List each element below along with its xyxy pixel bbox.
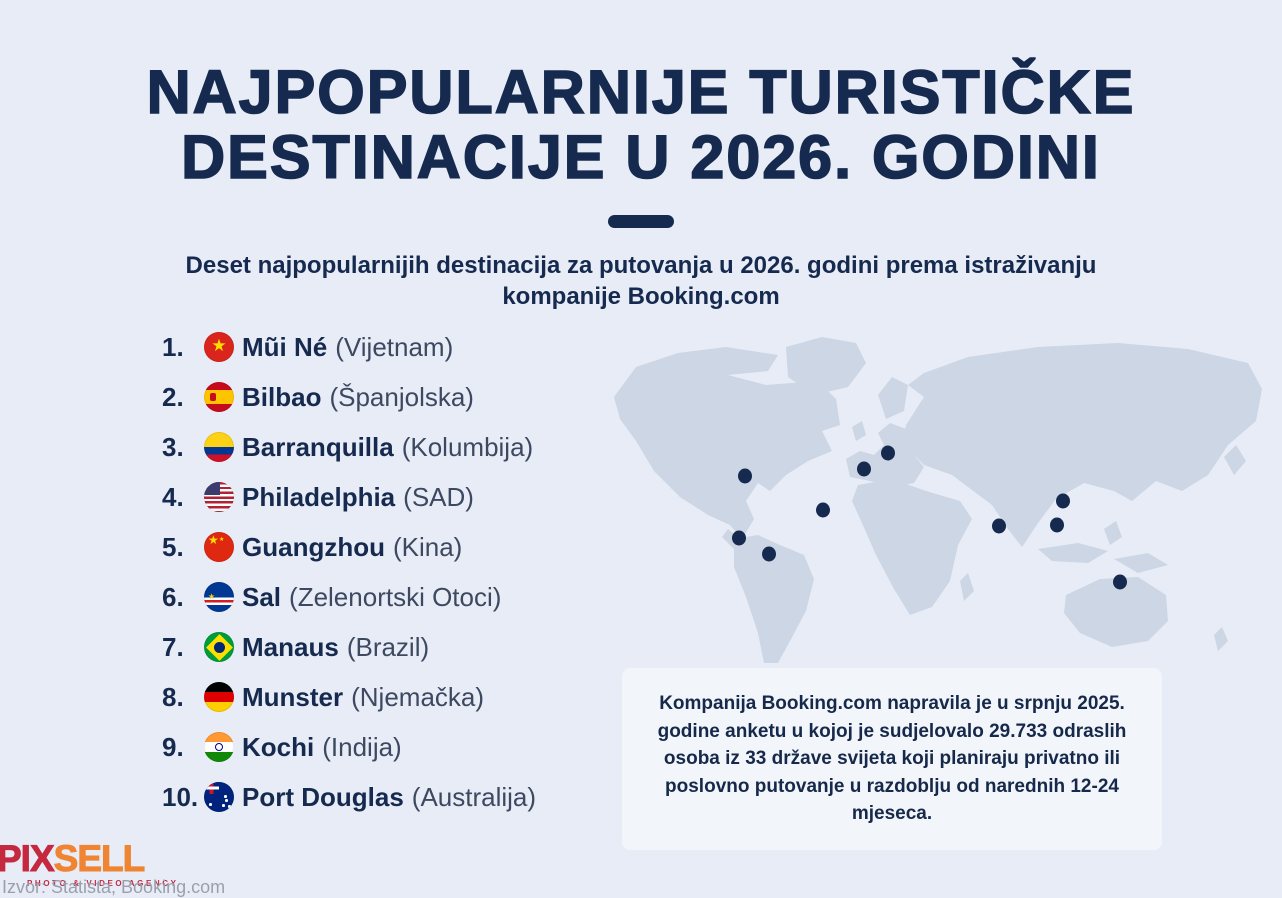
map-dot	[1050, 517, 1064, 533]
country-name: (Zelenortski Otoci)	[289, 581, 502, 612]
map-dot	[992, 518, 1006, 534]
pixsell-logo-text: PIXSELL	[0, 838, 179, 879]
country-name: (Australija)	[411, 781, 537, 812]
pixsell-logo: PIXSELL PHOTO & VIDEO AGENCY	[0, 840, 179, 888]
list-item: 5. Guangzhou (Kina)	[162, 522, 622, 572]
city-name: Port Douglas	[242, 781, 404, 812]
map-dot	[1056, 493, 1070, 509]
map-dot	[738, 468, 752, 484]
map-dot	[857, 461, 871, 477]
world-map-continents	[614, 337, 1262, 663]
subtitle: Deset najpopularnijih destinacija za put…	[185, 252, 1097, 311]
rank-number: 10.	[162, 781, 199, 812]
china-flag-icon	[204, 532, 234, 562]
germany-flag-icon	[204, 682, 234, 712]
page-title: NAJPOPULARNIJE TURISTIČKE DESTINACIJE U …	[0, 58, 1282, 192]
map-dot	[762, 546, 776, 562]
page-title-line2: DESTINACIJE U 2026. GODINI	[180, 123, 1101, 192]
title-divider-dash	[608, 215, 674, 228]
rank-number: 8.	[162, 681, 184, 712]
world-map	[608, 333, 1270, 665]
rank-number: 7.	[162, 631, 184, 662]
map-dot	[881, 445, 895, 461]
logo-sell: SELL	[53, 838, 146, 879]
colombia-flag-icon	[204, 432, 234, 462]
city-name: Kochi	[242, 731, 315, 762]
list-item: 2. Bilbao (Španjolska)	[162, 372, 622, 422]
list-item: 3. Barranquilla (Kolumbija)	[162, 422, 622, 472]
map-dot	[1113, 574, 1127, 590]
list-item: 7. Manaus (Brazil)	[162, 622, 622, 672]
survey-note-box: Kompanija Booking.com napravila je u srp…	[622, 668, 1162, 850]
usa-flag-icon	[204, 482, 234, 512]
city-name: Philadelphia	[242, 481, 396, 512]
list-item: 1. Mũi Né (Vijetnam)	[162, 322, 622, 372]
source-credit: Izvor: Statista, Booking.com	[2, 877, 226, 897]
list-item: 6. Sal (Zelenortski Otoci)	[162, 572, 622, 622]
rank-number: 5.	[162, 531, 184, 562]
city-name: Guangzhou	[242, 531, 385, 562]
survey-note-text: Kompanija Booking.com napravila je u srp…	[657, 693, 1127, 825]
country-name: (Španjolska)	[329, 381, 474, 412]
list-item: 4. Philadelphia (SAD)	[162, 472, 622, 522]
country-name: (SAD)	[403, 481, 474, 512]
page-title-line1: NAJPOPULARNIJE TURISTIČKE	[146, 58, 1136, 126]
cape-verde-flag-icon	[204, 582, 234, 612]
rank-number: 1.	[162, 331, 184, 362]
city-name: Sal	[242, 581, 282, 612]
country-name: (Njemačka)	[351, 681, 485, 712]
list-item: 9. Kochi (Indija)	[162, 722, 622, 772]
logo-tagline: PHOTO & VIDEO AGENCY	[27, 879, 179, 888]
india-flag-icon	[204, 732, 234, 762]
rank-number: 2.	[162, 381, 184, 412]
city-name: Manaus	[242, 631, 339, 662]
city-name: Bilbao	[242, 381, 322, 412]
country-name: (Kina)	[392, 531, 463, 562]
map-dot	[732, 530, 746, 546]
city-name: Barranquilla	[242, 431, 394, 462]
country-name: (Indija)	[322, 731, 402, 762]
rank-number: 3.	[162, 431, 184, 462]
rank-number: 6.	[162, 581, 184, 612]
rank-number: 4.	[162, 481, 184, 512]
map-dot	[816, 502, 830, 518]
australia-flag-icon	[204, 782, 234, 812]
country-name: (Vijetnam)	[335, 331, 454, 362]
logo-pix: PIX	[0, 838, 55, 879]
country-name: (Brazil)	[346, 631, 430, 662]
vietnam-flag-icon	[204, 332, 234, 362]
spain-flag-icon	[204, 382, 234, 412]
country-name: (Kolumbija)	[401, 431, 534, 462]
list-item: 10. Port Douglas (Australija)	[162, 772, 622, 822]
rank-number: 9.	[162, 731, 184, 762]
city-name: Mũi Né	[242, 331, 328, 362]
destination-list: 1. Mũi Né (Vijetnam) 2. Bilbao (Španjols…	[162, 322, 622, 822]
brazil-flag-icon	[204, 632, 234, 662]
city-name: Munster	[242, 681, 344, 712]
list-item: 8. Munster (Njemačka)	[162, 672, 622, 722]
